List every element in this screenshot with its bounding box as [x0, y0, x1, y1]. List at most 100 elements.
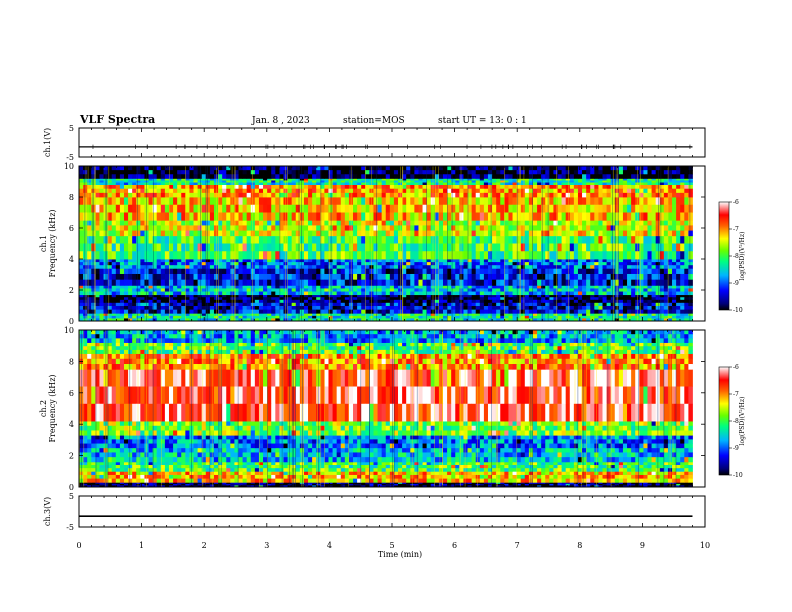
heatmap-cell [111, 309, 117, 314]
heatmap-cell [565, 294, 571, 298]
heatmap-cell [483, 285, 489, 289]
heatmap-cell [152, 178, 158, 181]
heatmap-cell [500, 180, 505, 183]
heatmap-cell [516, 178, 522, 181]
heatmap-cell [385, 262, 391, 266]
heatmap-cell [353, 188, 358, 194]
heatmap-cell [594, 297, 599, 301]
heatmap-cell [201, 309, 207, 314]
heatmap-cell [275, 315, 280, 319]
heatmap-cell [393, 306, 399, 311]
heatmap-cell [631, 178, 636, 181]
heatmap-cell [680, 230, 685, 237]
heatmap-cell [353, 279, 358, 286]
heatmap-cell [565, 318, 571, 322]
heatmap-cell [479, 291, 485, 296]
heatmap-cell [541, 220, 546, 226]
heatmap-cell [353, 265, 358, 269]
heatmap-cell [659, 313, 665, 317]
heatmap-cell [475, 309, 481, 314]
heatmap-cell [586, 180, 591, 183]
heatmap-cell [492, 180, 497, 183]
heatmap-cell [181, 235, 186, 244]
heatmap-cell [655, 262, 661, 266]
heatmap-cell [512, 318, 518, 322]
heatmap-cell [504, 299, 509, 303]
heatmap-cell [168, 243, 174, 252]
heatmap-cell [377, 220, 383, 226]
heatmap-cell [688, 262, 693, 266]
heatmap-cell [303, 184, 309, 190]
heatmap-cell [197, 291, 203, 296]
heatmap-cell [87, 259, 92, 263]
heatmap-cell [504, 180, 509, 183]
heatmap-cell [193, 297, 199, 301]
heatmap-cell [483, 230, 489, 237]
heatmap-cell [242, 212, 248, 221]
heatmap-cell [258, 220, 264, 226]
heatmap-cell [414, 313, 419, 317]
heatmap-cell [83, 230, 88, 237]
heatmap-cell [647, 318, 652, 322]
heatmap-cell [688, 313, 693, 317]
heatmap-cell [659, 192, 665, 198]
heatmap-cell [238, 225, 243, 231]
heatmap-cell [111, 251, 117, 260]
heatmap-cell [279, 268, 284, 275]
heatmap-cell [508, 225, 513, 231]
heatmap-cell [508, 297, 513, 301]
heatmap-cell [164, 291, 170, 296]
heatmap-cell [447, 294, 452, 298]
heatmap-cell [258, 318, 264, 322]
heatmap-cell [258, 262, 264, 266]
heatmap-cell [418, 265, 423, 269]
heatmap-cell [295, 291, 301, 296]
heatmap-cell [541, 294, 546, 298]
heatmap-cell [361, 235, 366, 244]
heatmap-cell [377, 212, 383, 221]
heatmap-cell [234, 268, 239, 275]
heatmap-cell [320, 235, 325, 244]
heatmap-cell [164, 251, 170, 260]
heatmap-cell [107, 285, 113, 289]
heatmap-cell [218, 297, 223, 301]
heatmap-cell [160, 294, 166, 298]
heatmap-cell [528, 230, 534, 237]
heatmap-cell [254, 184, 260, 190]
heatmap-cell [590, 184, 595, 190]
heatmap-cell [164, 309, 170, 314]
heatmap-cell [443, 204, 448, 213]
heatmap-cell [467, 306, 473, 311]
heatmap-cell [336, 262, 342, 266]
heatmap-cell [500, 230, 505, 237]
heatmap-cell [487, 262, 493, 266]
heatmap-cell [344, 309, 350, 314]
heatmap-cell [91, 294, 96, 298]
heatmap-cell [230, 251, 235, 260]
heatmap-cell [426, 309, 432, 314]
heatmap-cell [324, 178, 329, 181]
heatmap-cell [524, 273, 530, 281]
heatmap-cell [361, 273, 366, 281]
heatmap-cell [287, 265, 293, 269]
heatmap-cell [590, 251, 595, 260]
heatmap-cell [639, 235, 644, 244]
heatmap-cell [410, 235, 415, 244]
heatmap-cell [152, 188, 158, 194]
heatmap-cell [332, 188, 338, 194]
heatmap-cell [99, 192, 104, 198]
heatmap-cell [647, 268, 652, 275]
heatmap-cell [193, 285, 199, 289]
heatmap-cell [528, 313, 534, 317]
heatmap-cell [377, 265, 383, 269]
heatmap-cell [516, 184, 522, 190]
heatmap-cell [99, 259, 104, 263]
heatmap-cell [303, 294, 309, 298]
heatmap-cell [279, 315, 284, 319]
heatmap-cell [324, 313, 329, 317]
heatmap-cell [238, 180, 243, 183]
heatmap-cell [569, 235, 575, 244]
heatmap-cell [308, 265, 313, 269]
heatmap-cell [168, 251, 174, 260]
heatmap-cell [168, 178, 174, 181]
